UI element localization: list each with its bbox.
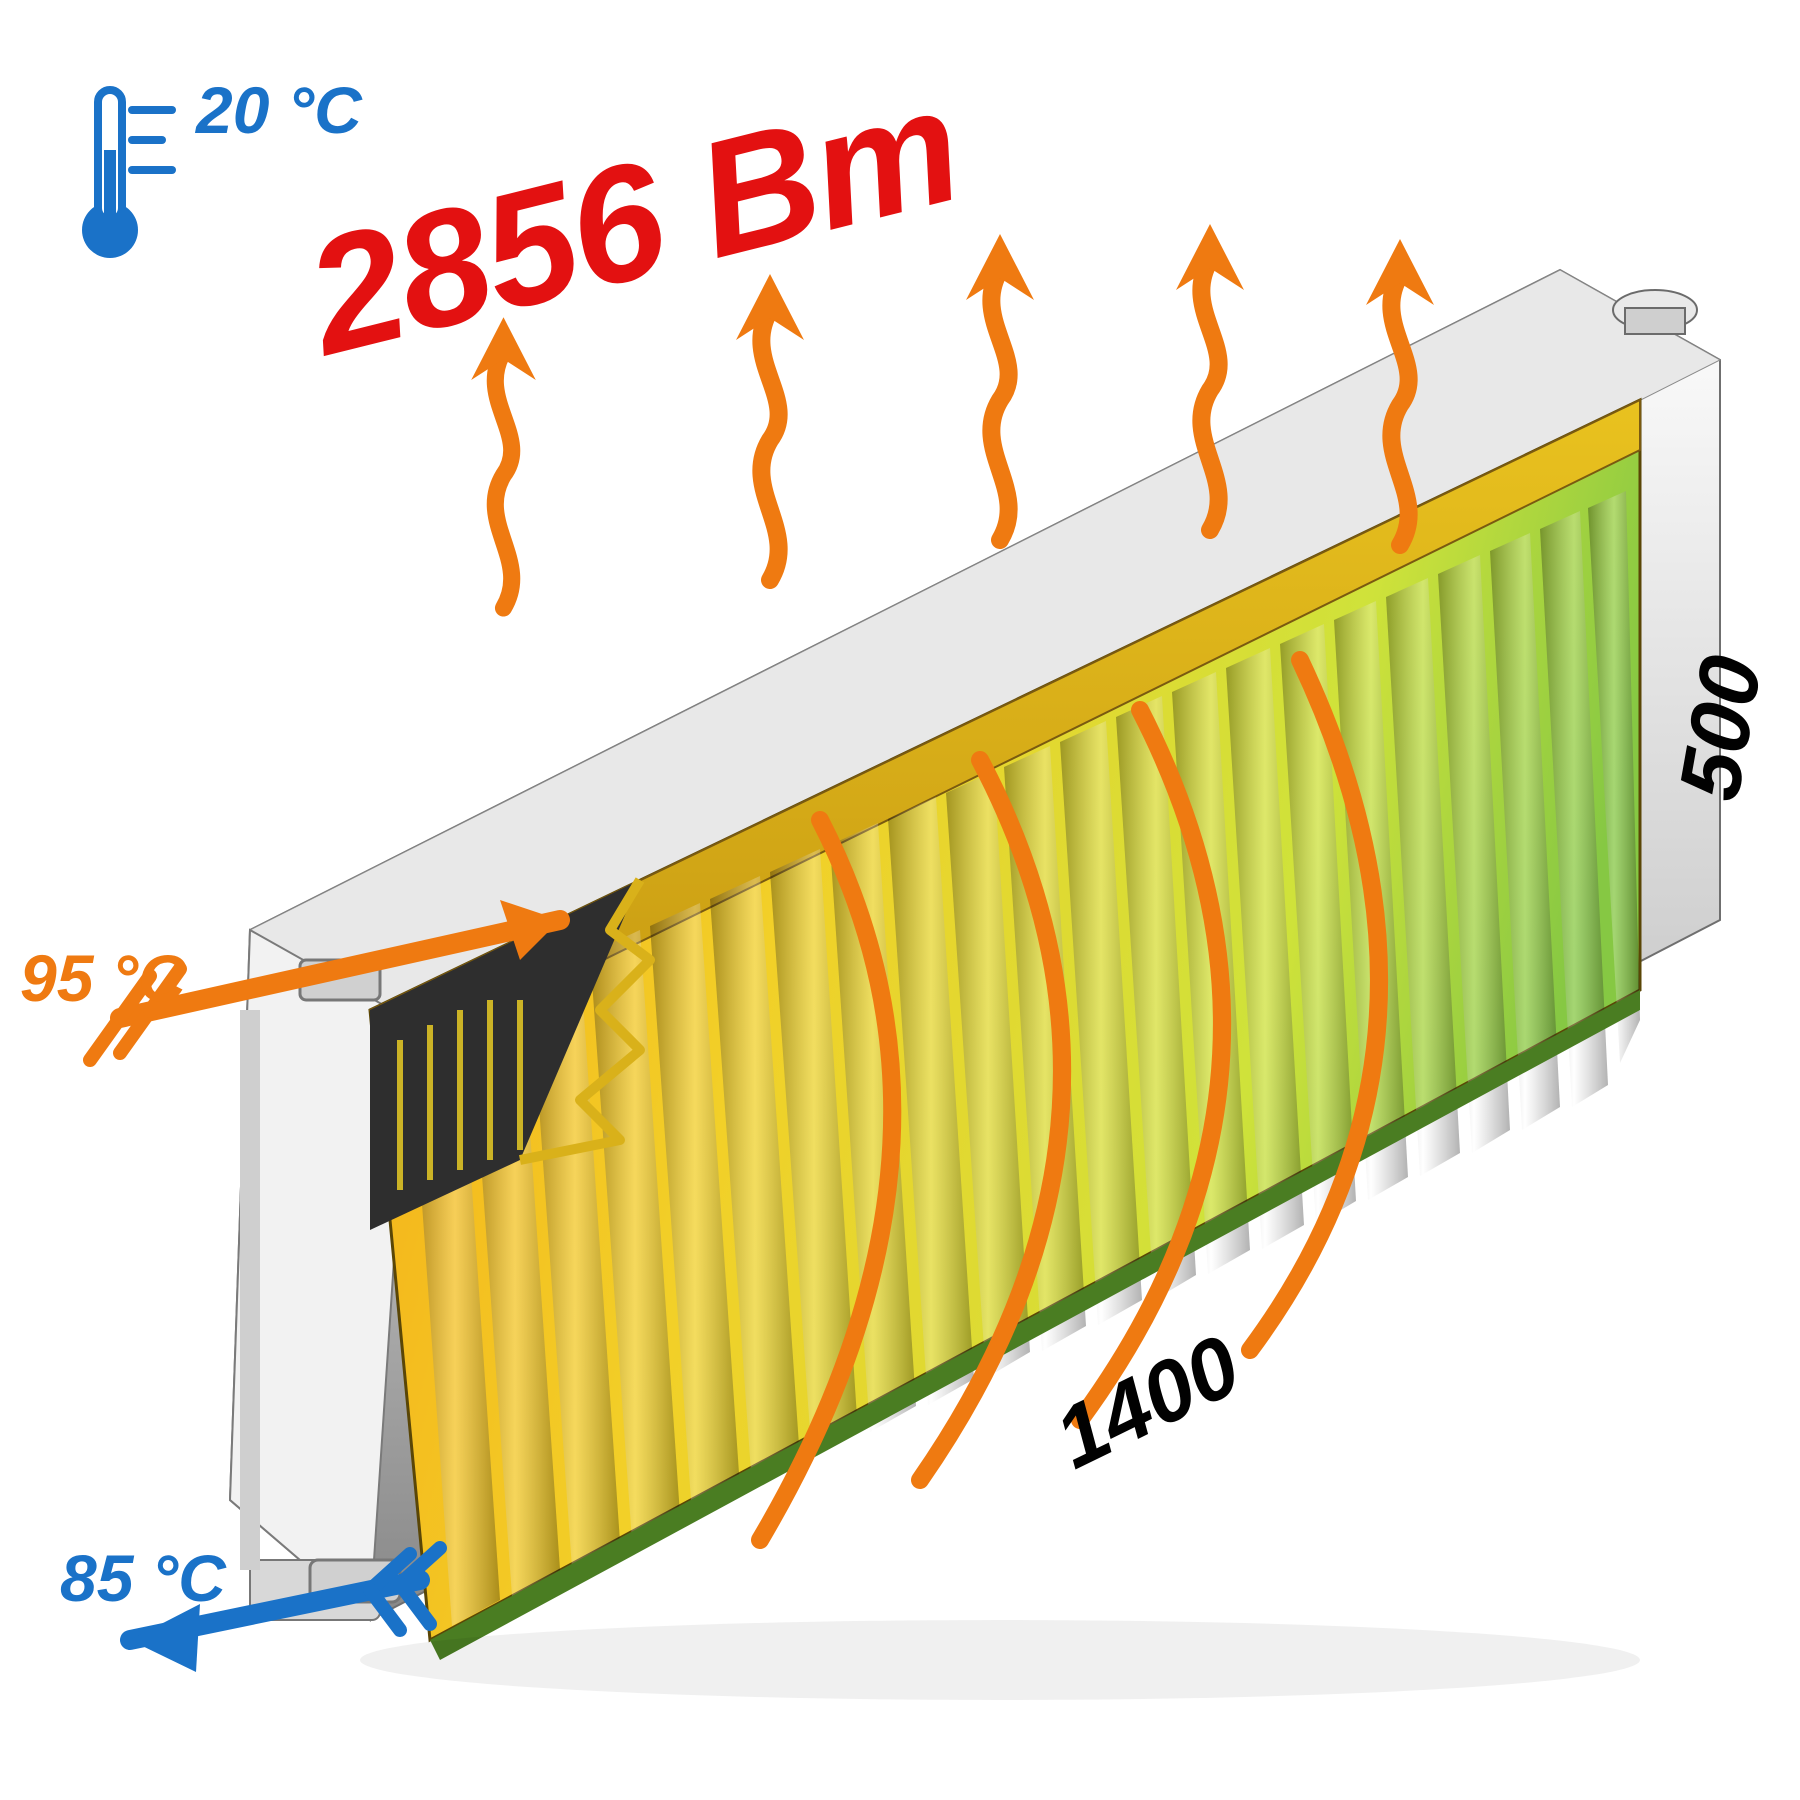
radiator-body (230, 270, 1720, 1700)
room-temp-label: 20 °C (196, 72, 362, 148)
outlet-temp-label: 85 °C (60, 1540, 226, 1616)
radiator-illustration (0, 0, 1800, 1800)
radiator-infographic: 20 °C 2856 Вт 95 °C 85 °C 1400 500 (0, 0, 1800, 1800)
inlet-temp-label: 95 °C (20, 940, 186, 1016)
thermometer-icon (82, 90, 172, 258)
